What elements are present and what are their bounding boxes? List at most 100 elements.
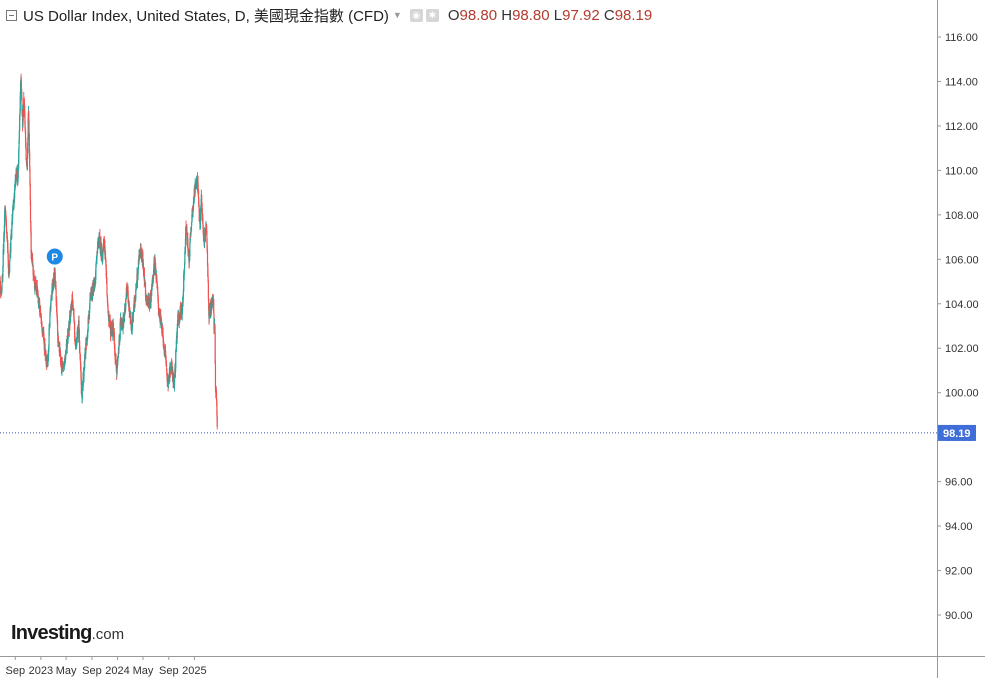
candle-body [216, 398, 218, 402]
candle-body [181, 303, 184, 311]
candle-body [137, 267, 139, 275]
candle-body [106, 298, 109, 304]
candle-body [29, 199, 32, 223]
candle-body [87, 318, 89, 332]
candle-body [7, 246, 9, 253]
y-tick-label: 114.00 [945, 76, 978, 88]
candle-body [189, 243, 191, 257]
logo-suffix-text: .com [91, 626, 125, 643]
candle-body [89, 299, 91, 307]
candle-body [67, 333, 70, 335]
candle-body [131, 324, 133, 331]
candle-body [89, 306, 91, 314]
candle-body [206, 225, 208, 232]
candle-body [29, 152, 31, 168]
candle-body [81, 387, 84, 392]
event-marker[interactable] [46, 248, 63, 265]
candle-body [3, 235, 5, 253]
candle-body [78, 328, 80, 342]
candle-body [29, 168, 31, 186]
event-marker-label: P [51, 253, 58, 264]
candle-body [119, 336, 121, 346]
close-value: 98.19 [614, 6, 653, 24]
candle-body [183, 263, 186, 269]
candle-body [20, 79, 22, 84]
candle-body [39, 309, 42, 316]
candle-body [214, 364, 217, 390]
candle-body [125, 288, 127, 299]
candle-body [163, 343, 165, 347]
candle-body [198, 202, 200, 208]
logo-main-text: Investing [11, 622, 92, 644]
candle-body [20, 81, 23, 90]
candle-body [49, 313, 51, 326]
candle-body [81, 392, 83, 400]
candle-body [73, 315, 75, 321]
candle-body [11, 219, 13, 229]
y-tick-label: 116.00 [945, 32, 978, 44]
candle-body [26, 147, 29, 160]
collapse-legend-icon[interactable] [6, 9, 17, 21]
candle-body [206, 250, 209, 266]
candle-body [68, 323, 70, 331]
x-tick-label: 2025 [182, 665, 206, 677]
high-value: 98.80 [512, 6, 550, 24]
open-key: O [447, 6, 460, 24]
gear-icon[interactable]: ✱ [425, 8, 439, 22]
candle-body [76, 336, 78, 342]
candle-body [123, 319, 125, 325]
candle-body [80, 370, 82, 382]
chevron-down-icon[interactable]: ▼ [392, 10, 402, 20]
y-tick-label: 102.00 [945, 343, 979, 355]
candle-body [102, 252, 104, 259]
eye-icon[interactable]: ◉ [409, 8, 423, 22]
candle-body [22, 116, 24, 121]
x-tick-label: Sep [82, 665, 102, 677]
candle-body [52, 284, 54, 290]
candle-body [143, 268, 145, 282]
candle-body [191, 221, 193, 226]
last-price-label-bg [938, 424, 976, 441]
candle-body [119, 322, 121, 339]
candle-body [165, 356, 167, 362]
x-tick-label: May [133, 665, 154, 677]
candle-body [56, 321, 59, 332]
candle-body [208, 311, 210, 319]
candle-body [109, 316, 111, 322]
candle-body [158, 308, 160, 311]
close-key: C [603, 6, 615, 24]
candle-body [5, 220, 8, 234]
candle-body [24, 130, 27, 143]
y-tick-label: 96.00 [945, 477, 973, 489]
candle-body [201, 194, 203, 210]
candle-body [27, 118, 29, 139]
y-tick-label: 100.00 [945, 388, 979, 400]
candle-body [9, 254, 11, 261]
candle-body [26, 160, 28, 170]
candle-body [74, 322, 76, 338]
candle-body [184, 251, 186, 264]
candle-body [156, 278, 158, 284]
candle-body [216, 416, 218, 427]
candle-body [214, 332, 216, 364]
candle-body [44, 347, 46, 356]
candle-body [166, 371, 168, 376]
y-tick-label: 94.00 [945, 521, 973, 533]
y-tick-label: 110.00 [945, 165, 978, 177]
candle-body [182, 289, 185, 297]
candle-body [14, 189, 16, 199]
candle-body [151, 286, 153, 296]
candle-body [101, 251, 103, 257]
candle-body [71, 297, 74, 305]
candle-body [142, 263, 145, 271]
candle-body [201, 208, 203, 215]
candle-body [175, 350, 177, 368]
candle-body [3, 225, 5, 237]
chart-title: US Dollar Index, United States, D, 美國現金指… [23, 7, 389, 25]
candle-body [6, 236, 8, 242]
low-key: L [553, 6, 563, 24]
candle-body [2, 249, 4, 267]
candle-body [41, 322, 43, 331]
candle-body [29, 184, 31, 200]
